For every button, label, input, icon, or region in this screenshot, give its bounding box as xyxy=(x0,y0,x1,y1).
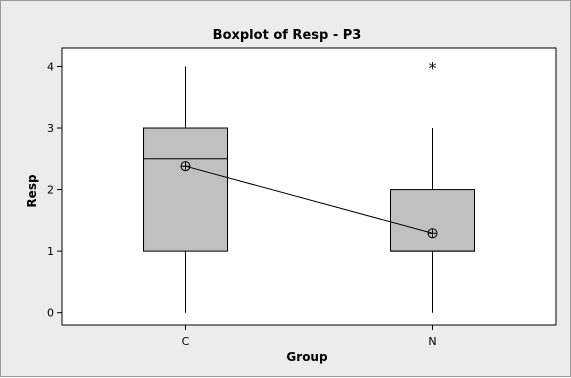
y-tick-label-3: 3 xyxy=(47,122,54,135)
x-tick-label-0: C xyxy=(182,335,190,348)
chart-title: Boxplot of Resp - P3 xyxy=(213,28,362,43)
box-n xyxy=(390,189,475,252)
mean-connect-line xyxy=(185,165,433,234)
outlier-n-0: * xyxy=(429,58,437,77)
plot-area xyxy=(61,47,557,326)
y-tick-label-0: 0 xyxy=(47,307,54,320)
y-tick-label-1: 1 xyxy=(47,245,54,258)
y-tick-label-2: 2 xyxy=(47,184,54,197)
y-tick-label-4: 4 xyxy=(47,60,54,73)
y-axis-label: Resp xyxy=(25,174,39,208)
box-c xyxy=(143,127,228,252)
x-tick-label-1: N xyxy=(428,335,436,348)
x-axis-label: Group xyxy=(286,350,328,364)
